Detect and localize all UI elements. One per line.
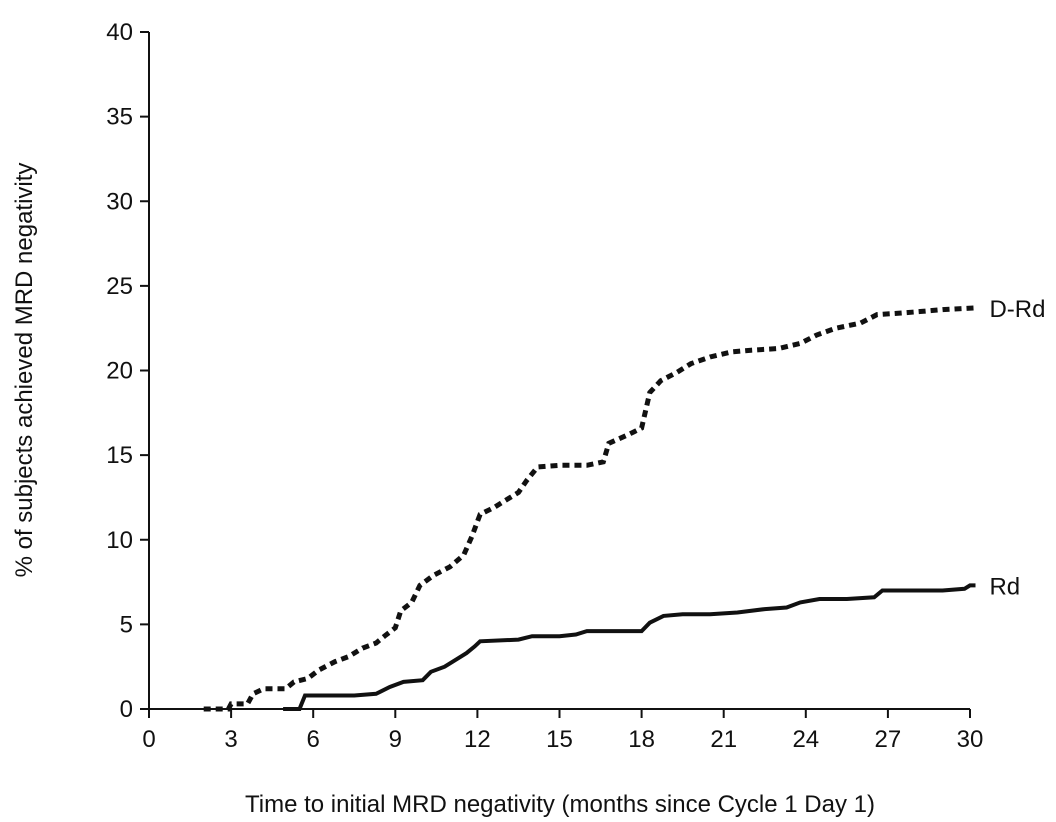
- x-tick-label: 18: [628, 726, 655, 753]
- y-tick-label: 10: [106, 527, 133, 554]
- y-tick-label: 5: [120, 611, 133, 638]
- x-tick-label: 15: [546, 726, 573, 753]
- y-tick-label: 30: [106, 188, 133, 215]
- x-axis: 0 3 6 9 12 15 18 21 24 27 30: [142, 708, 984, 753]
- series-layer: D-Rd Rd: [203, 296, 1045, 712]
- series-line-d-rd: [203, 305, 976, 712]
- series-label-rd: Rd: [989, 573, 1020, 600]
- y-tick-label: 40: [106, 19, 133, 46]
- x-tick-label: 0: [142, 726, 155, 753]
- y-axis: 0 5 10 15 20 25 30 35 40: [106, 19, 150, 723]
- y-axis-title: % of subjects achieved MRD negativity: [11, 163, 38, 578]
- x-tick-label: 27: [875, 726, 902, 753]
- x-tick-label: 30: [957, 726, 984, 753]
- series-line-rd: [283, 583, 976, 711]
- y-tick-label: 15: [106, 442, 133, 469]
- y-tick-label: 20: [106, 358, 133, 385]
- x-axis-title: Time to initial MRD negativity (months s…: [245, 791, 875, 818]
- y-tick-label: 25: [106, 273, 133, 300]
- x-tick-label: 12: [464, 726, 491, 753]
- x-tick-label: 21: [710, 726, 737, 753]
- x-tick-label: 24: [792, 726, 819, 753]
- series-label-d-rd: D-Rd: [989, 296, 1045, 323]
- y-tick-label: 0: [120, 696, 133, 723]
- x-tick-label: 6: [307, 726, 320, 753]
- x-tick-label: 3: [224, 726, 237, 753]
- y-tick-label: 35: [106, 104, 133, 131]
- x-tick-label: 9: [389, 726, 402, 753]
